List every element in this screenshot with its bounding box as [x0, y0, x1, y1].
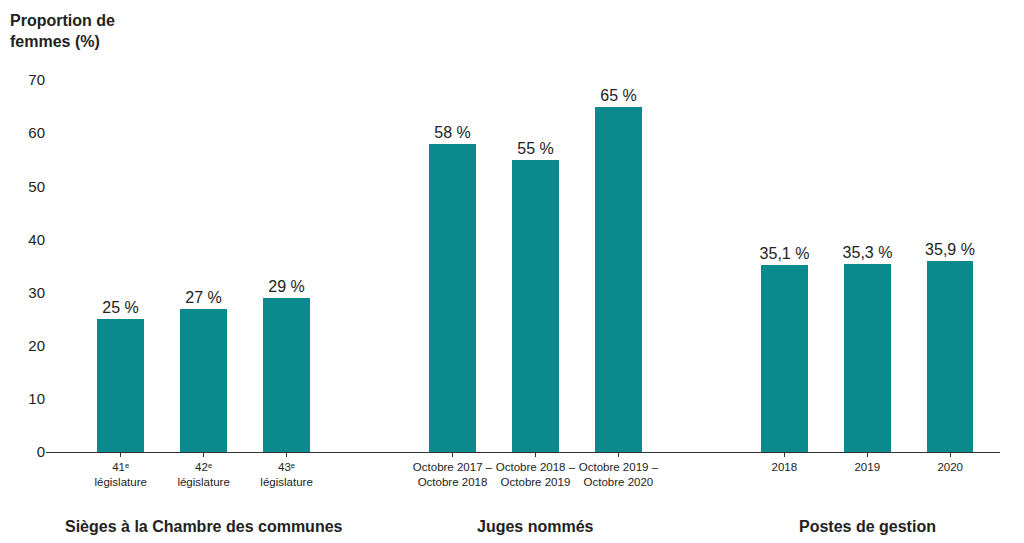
svg-text:10: 10	[28, 390, 45, 407]
svg-text:35,9 %: 35,9 %	[925, 241, 975, 258]
svg-text:58 %: 58 %	[434, 124, 470, 141]
svg-text:Juges nommés: Juges nommés	[477, 518, 594, 535]
svg-text:30: 30	[28, 284, 45, 301]
svg-text:35,1 %: 35,1 %	[760, 245, 810, 262]
svg-text:0: 0	[37, 443, 45, 460]
svg-text:60: 60	[28, 124, 45, 141]
svg-text:25 %: 25 %	[102, 299, 138, 316]
svg-text:65 %: 65 %	[600, 87, 636, 104]
svg-text:50: 50	[28, 178, 45, 195]
svg-text:43ᵉlégislature: 43ᵉlégislature	[260, 461, 312, 488]
svg-text:Proportion defemmes (%): Proportion defemmes (%)	[10, 12, 115, 50]
svg-text:Sièges à la Chambre des commun: Sièges à la Chambre des communes	[65, 518, 343, 535]
svg-text:Octobre 2017 –Octobre 2018: Octobre 2017 –Octobre 2018	[413, 461, 493, 488]
svg-text:29 %: 29 %	[268, 278, 304, 295]
svg-text:41ᵉlégislature: 41ᵉlégislature	[94, 461, 146, 488]
svg-text:55 %: 55 %	[517, 140, 553, 157]
svg-text:Octobre 2019 –Octobre 2020: Octobre 2019 –Octobre 2020	[579, 461, 659, 488]
svg-text:2018: 2018	[772, 461, 798, 473]
svg-text:Postes de gestion: Postes de gestion	[799, 518, 936, 535]
svg-text:20: 20	[28, 337, 45, 354]
svg-text:35,3 %: 35,3 %	[843, 244, 893, 261]
svg-text:40: 40	[28, 231, 45, 248]
svg-text:70: 70	[28, 71, 45, 88]
svg-text:42ᵉlégislature: 42ᵉlégislature	[177, 461, 229, 488]
svg-text:2019: 2019	[854, 461, 880, 473]
svg-text:2020: 2020	[937, 461, 963, 473]
svg-text:Octobre 2018 –Octobre 2019: Octobre 2018 –Octobre 2019	[496, 461, 576, 488]
svg-text:27 %: 27 %	[185, 289, 221, 306]
